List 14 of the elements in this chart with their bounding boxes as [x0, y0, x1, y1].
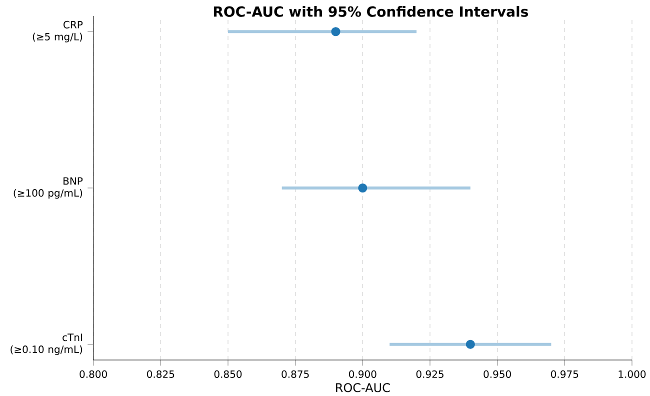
y-tick-label: cTnI (≥0.10 ng/mL): [10, 334, 82, 356]
x-tick-label: 0.900: [349, 370, 376, 378]
x-tick-label: 0.975: [551, 370, 578, 378]
x-tick-label: 0.925: [416, 370, 444, 378]
x-tick-label: 1.000: [618, 370, 646, 378]
y-tick-label: CRP (≥5 mg/L): [32, 20, 83, 42]
x-tick-label: 0.875: [282, 370, 309, 378]
x-tick-label: 0.850: [214, 370, 242, 378]
chart-title: ROC-AUC with 95% Confidence Intervals: [214, 6, 528, 17]
x-axis-title: ROC-AUC: [336, 383, 390, 392]
y-tick-label: BNP (≥100 pg/mL): [14, 177, 83, 199]
x-tick-label: 0.825: [147, 370, 174, 378]
x-tick-label: 0.800: [80, 370, 107, 378]
x-tick-label: 0.950: [484, 370, 511, 378]
